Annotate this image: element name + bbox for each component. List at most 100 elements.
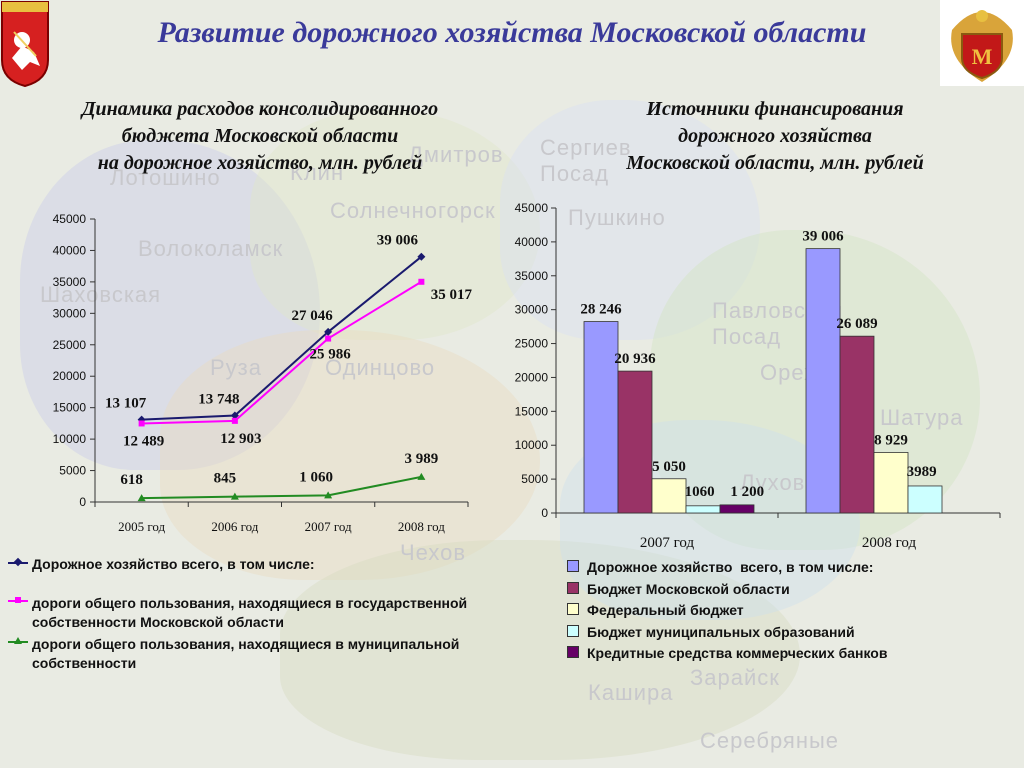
bar <box>719 504 755 514</box>
data-label: 20 936 <box>614 351 656 367</box>
legend-swatch <box>567 581 579 594</box>
map-label: Волоколамск <box>138 236 284 261</box>
legend-label: Дорожное хозяйство всего, в том числе: <box>587 559 874 575</box>
y-tick-label: 15000 <box>53 401 87 415</box>
legend-label: Дорожное хозяйство всего, в том числе: <box>32 556 315 572</box>
map-label: Серебряные <box>700 728 840 753</box>
map-label: Пушкино <box>568 205 666 230</box>
map-label: Дмитров <box>408 142 504 167</box>
data-label: 12 903 <box>220 431 261 447</box>
data-point <box>417 472 426 480</box>
legend-label: Бюджет муниципальных образований <box>587 623 855 640</box>
y-tick-label: 15000 <box>515 404 549 418</box>
data-label: 845 <box>214 471 237 487</box>
x-tick-label: 2007 год <box>640 535 695 551</box>
data-point <box>138 420 145 427</box>
legend-label: Федеральный бюджет <box>587 602 744 618</box>
legend-item-oblast-budget: Бюджет Московской области <box>565 579 1005 601</box>
data-label: 1 200 <box>730 484 764 500</box>
data-point <box>324 491 333 499</box>
x-tick-label: 2008 год <box>398 519 445 534</box>
data-label: 12 489 <box>123 433 164 449</box>
data-label: 1060 <box>685 484 715 500</box>
map-label: Шаховская <box>40 282 162 307</box>
diamond-marker-icon <box>8 556 28 570</box>
legend-item-bank-credit: Кредитные средства коммерческих банков <box>565 643 1005 665</box>
y-tick-label: 5000 <box>521 472 548 486</box>
bar <box>685 505 721 514</box>
y-tick-label: 30000 <box>515 303 549 317</box>
bar-chart-legend: Дорожное хозяйство всего, в том числе: Б… <box>565 557 1005 665</box>
data-label: 27 046 <box>292 308 334 324</box>
road-service-emblem-icon: М <box>940 0 1024 86</box>
x-tick-label: 2007 год <box>305 519 352 534</box>
y-tick-label: 20000 <box>515 370 549 384</box>
legend-swatch <box>567 603 579 615</box>
data-label: 35 017 <box>431 287 473 303</box>
bar <box>907 485 943 514</box>
data-label: 3989 <box>907 464 937 480</box>
legend-label: Кредитные средства коммерческих банков <box>587 645 888 661</box>
map-label: Кашира <box>588 680 674 705</box>
bar <box>805 248 841 514</box>
data-label: 39 006 <box>377 233 419 249</box>
bar <box>651 478 687 514</box>
map-label: Клин <box>290 160 345 185</box>
y-tick-label: 40000 <box>515 235 549 249</box>
data-label: 5 050 <box>652 459 686 475</box>
bar <box>839 335 875 514</box>
y-tick-label: 45000 <box>515 201 549 215</box>
y-tick-label: 5000 <box>59 464 86 478</box>
map-label: Сергиев Посад <box>540 135 632 186</box>
map-label: Зарайск <box>690 665 780 690</box>
data-label: 25 986 <box>310 347 352 363</box>
bar <box>873 452 909 514</box>
y-tick-label: 0 <box>79 495 86 509</box>
data-point <box>417 252 426 261</box>
legend-item-total: Дорожное хозяйство всего, в том числе: <box>8 556 518 572</box>
y-tick-label: 35000 <box>515 269 549 283</box>
legend-label: дороги общего пользования, находящиеся в… <box>32 636 460 671</box>
legend-swatch <box>567 646 579 658</box>
bar <box>617 370 653 514</box>
svg-text:М: М <box>972 44 993 69</box>
bar <box>583 321 619 514</box>
map-label: Руза <box>210 355 262 380</box>
y-tick-label: 25000 <box>515 337 549 351</box>
map-label: Чехов <box>400 540 467 565</box>
map-label: Солнечногорск <box>330 198 496 223</box>
data-point <box>418 278 425 285</box>
data-label: 13 748 <box>198 392 239 408</box>
legend-item-federal-budget: Федеральный бюджет <box>565 600 1005 622</box>
data-point <box>230 411 239 420</box>
x-tick-label: 2005 год <box>118 519 165 534</box>
legend-item-municipal-budget: Бюджет муниципальных образований <box>565 622 1005 644</box>
bar-chart-title: Источники финансирования дорожного хозяй… <box>626 98 924 174</box>
data-label: 8 929 <box>874 432 908 448</box>
moscow-oblast-coat-of-arms-icon <box>0 0 50 88</box>
y-tick-label: 30000 <box>53 306 87 320</box>
page-title: Развитие дорожного хозяйства Московской … <box>157 16 867 49</box>
y-tick-label: 45000 <box>53 212 87 226</box>
data-label: 28 246 <box>580 302 622 318</box>
data-label: 39 006 <box>802 229 844 245</box>
legend-swatch <box>567 560 579 572</box>
data-label: 13 107 <box>105 396 147 412</box>
x-tick-label: 2008 год <box>862 535 917 551</box>
y-tick-label: 40000 <box>53 243 87 257</box>
data-point <box>324 327 333 336</box>
data-label: 1 060 <box>299 469 333 485</box>
data-label: 3 989 <box>405 451 439 467</box>
y-tick-label: 20000 <box>53 369 87 383</box>
data-point <box>137 494 146 502</box>
legend-label: Бюджет Московской области <box>587 580 790 597</box>
legend-item-state-roads: дороги общего пользования, находящиеся в… <box>8 594 518 632</box>
y-tick-label: 10000 <box>53 432 87 446</box>
y-tick-label: 10000 <box>515 438 549 452</box>
map-label: Одинцово <box>325 355 436 380</box>
data-point <box>230 492 239 500</box>
x-tick-label: 2006 год <box>211 519 258 534</box>
data-point <box>325 335 332 342</box>
triangle-marker-icon <box>8 635 28 649</box>
line-chart-legend: Дорожное хозяйство всего, в том числе: д… <box>8 556 518 673</box>
